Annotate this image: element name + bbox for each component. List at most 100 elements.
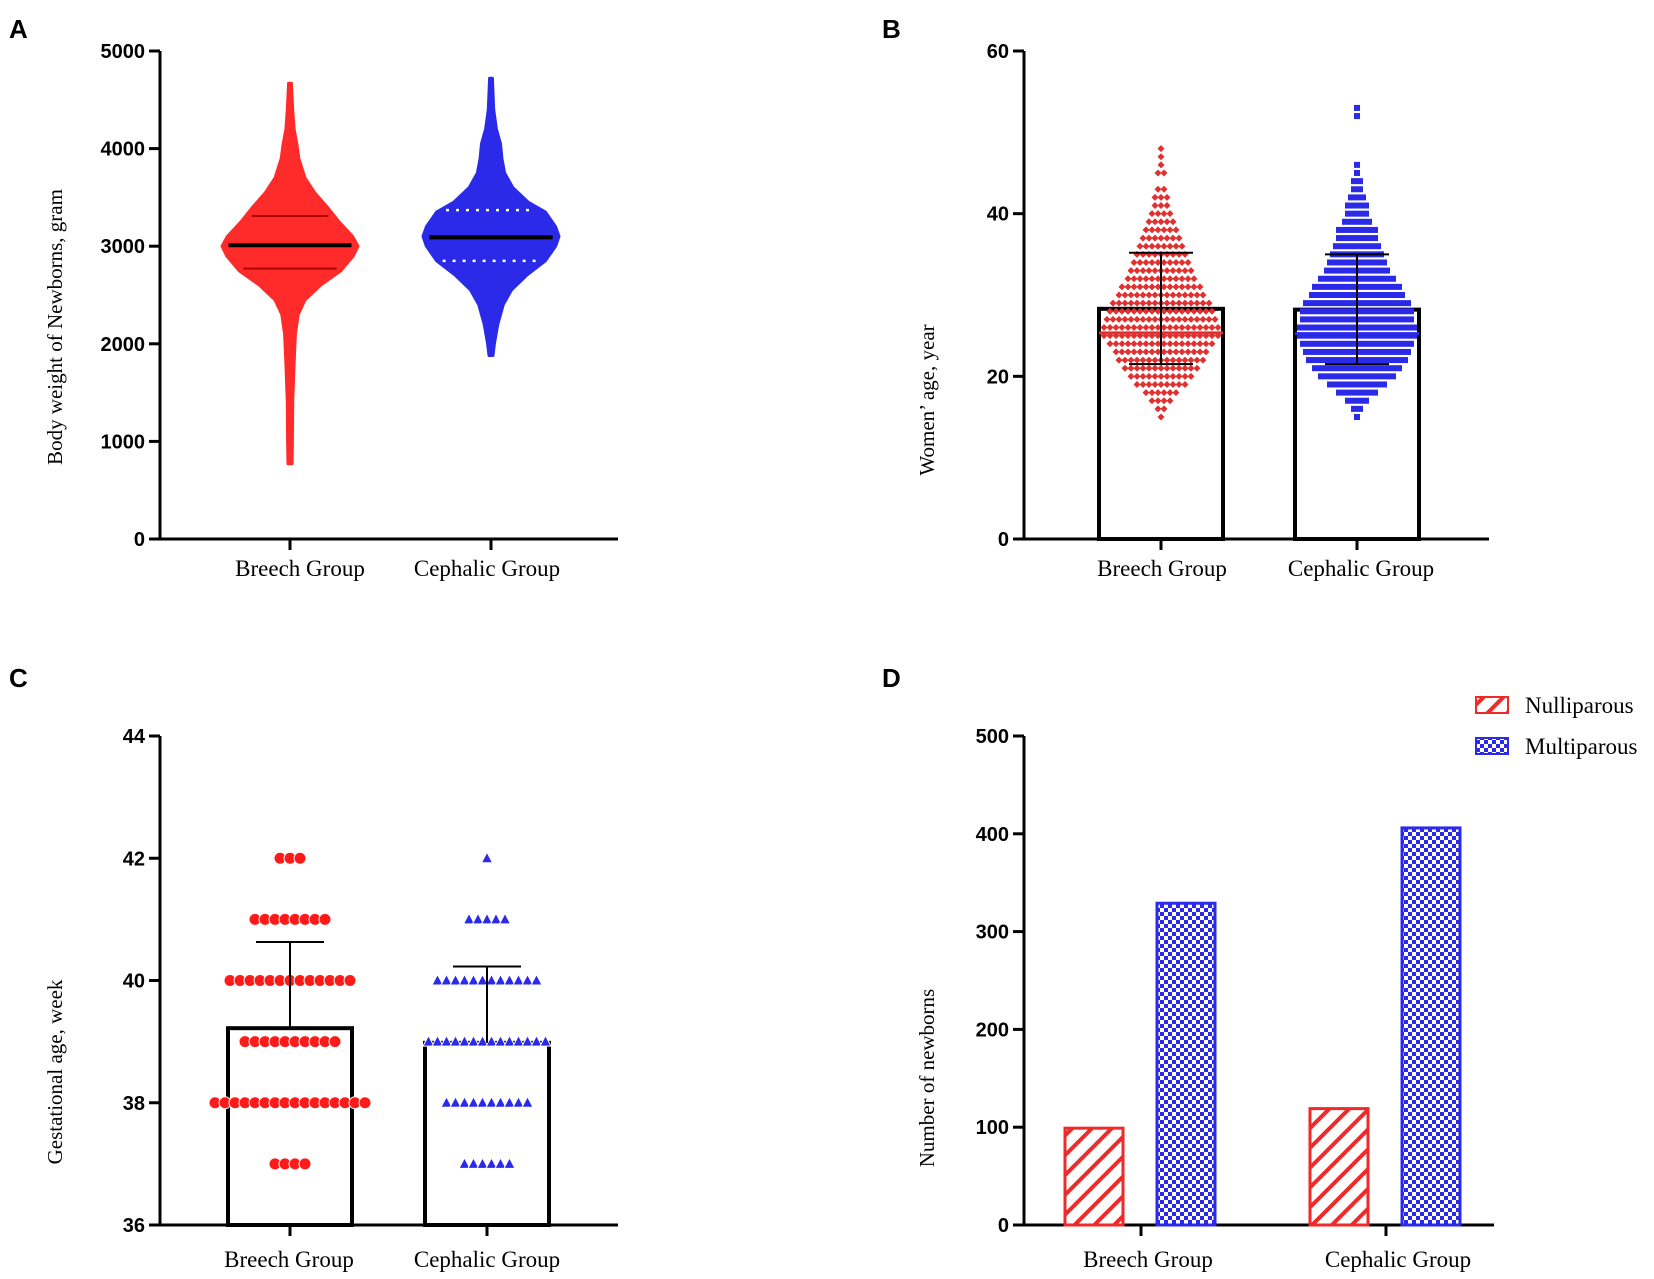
panel-b-dot [1378, 316, 1384, 323]
panel-b-dot [1106, 324, 1114, 332]
panel-b-dot [1136, 340, 1144, 348]
panel-b-dot [1339, 300, 1345, 307]
panel-a-ylabel: Body weight of Newborns, gram [43, 189, 67, 465]
panel-b-dot [1357, 300, 1363, 307]
panel-c-dot [449, 1095, 462, 1108]
panel-b-dot [1127, 291, 1135, 299]
panel-b-dot [1151, 356, 1159, 364]
panel-b-dot [1142, 258, 1150, 266]
panel-b-xlabel-breech: Breech Group [1097, 556, 1227, 581]
panel-b-dot [1133, 380, 1141, 388]
panel-b-dot [1402, 316, 1408, 323]
panel-b-dot [1172, 348, 1180, 356]
panel-a-ytick-label-3000: 3000 [101, 236, 146, 258]
panel-a-ytick-label-5000: 5000 [101, 41, 146, 63]
panel-b-dot [1157, 413, 1165, 421]
panel-b-dot [1360, 365, 1366, 372]
panel-b-dot [1324, 308, 1330, 315]
panel-b-dot [1378, 373, 1384, 380]
panel-b-ytick-label-0: 0 [998, 529, 1009, 551]
panel-b-dot [1175, 356, 1183, 364]
panel-c-dot [458, 1095, 471, 1108]
panel-b-dot [1160, 307, 1168, 315]
panel-b-dot [1348, 275, 1354, 282]
panel-b-dot [1166, 258, 1174, 266]
panel-b-dot [1351, 259, 1357, 266]
panel-b-dot [1369, 292, 1375, 298]
panel-b-dot [1339, 292, 1345, 298]
panel-b-dot [1160, 242, 1168, 250]
panel-b-dot [1354, 365, 1360, 372]
panel-b-dot [1381, 348, 1387, 355]
panel-b-dot [1190, 307, 1198, 315]
panel-b-dot [1330, 308, 1336, 315]
panel-c-dot [485, 1095, 498, 1108]
panel-b-dot [1312, 340, 1318, 347]
panel-b-dot [1169, 356, 1177, 364]
panel-b-dot [1160, 210, 1168, 218]
panel-b-dot [1297, 324, 1303, 331]
panel-b-dot [1145, 372, 1153, 380]
panel-b-dot [1339, 348, 1345, 355]
panel-b-dot [1369, 348, 1375, 355]
panel-b-dot [1127, 299, 1135, 307]
panel-b-dot [1324, 340, 1330, 347]
panel-b-dot [1318, 308, 1324, 315]
panel-b-dot [1115, 315, 1123, 323]
panel-b-dot [1342, 389, 1348, 396]
panel-b-dot [1187, 364, 1195, 372]
panel-b-dot [1345, 397, 1351, 404]
panel-b-dot [1411, 324, 1417, 331]
panel-b-dot [1336, 308, 1342, 315]
panel-b-dot [1342, 267, 1348, 274]
panel-b-dot [1163, 218, 1171, 226]
panel-b-dot [1399, 324, 1405, 331]
panel-b-dot [1354, 235, 1360, 242]
panel-c-dot [485, 973, 498, 986]
panel-b-dot [1336, 235, 1342, 242]
panel-c-dot [440, 1095, 453, 1108]
panel-b-dot [1363, 259, 1369, 266]
panel-b-dot [1396, 365, 1402, 372]
panel-b-dot [1157, 161, 1165, 169]
panel-b-dot [1154, 348, 1162, 356]
panel-b-dot [1190, 348, 1198, 356]
panel-b-dot [1408, 308, 1414, 315]
panel-b-dot [1357, 259, 1363, 266]
panel-b-dot [1151, 364, 1159, 372]
panel-d-ytick-label-500: 500 [976, 726, 1009, 748]
panel-b-dot [1342, 235, 1348, 242]
panel-b-dot [1345, 202, 1351, 209]
panel-b-dot [1309, 300, 1315, 307]
panel-b-dot [1166, 389, 1174, 397]
panel-b-dot [1148, 210, 1156, 218]
panel-b-dot [1342, 365, 1348, 372]
panel-c-bar-0 [226, 1026, 354, 1227]
panel-b-dot [1184, 258, 1192, 266]
panel-b-dot [1405, 332, 1411, 339]
legend-label-multiparous: Multiparous [1525, 734, 1637, 759]
panel-c-dot [539, 1034, 552, 1047]
panel-b-dot [1172, 258, 1180, 266]
panel-c-ylabel: Gestational age, week [43, 979, 67, 1164]
panel-b-dot [1193, 364, 1201, 372]
panel-b-dot [1148, 283, 1156, 291]
panel-b-dot [1333, 332, 1339, 339]
panel-b-dot [1151, 193, 1159, 201]
panel-b-dot [1193, 315, 1201, 323]
panel-b-dot [1375, 292, 1381, 298]
panel-b-dot [1354, 373, 1360, 380]
panel-c-dot [440, 973, 453, 986]
panel-b-dot [1387, 300, 1393, 307]
panel-b-dot [1378, 357, 1384, 364]
panel-b-dot [1375, 332, 1381, 339]
panel-c-dot [462, 912, 476, 925]
panel-c-dot [431, 973, 444, 986]
panel-b-dot [1306, 340, 1312, 347]
panel-b-dot [1372, 235, 1378, 242]
panel-b-dot [1160, 397, 1168, 405]
panel-b-dot [1351, 381, 1357, 388]
panel-c-dot [449, 973, 462, 986]
panel-b-dot [1318, 373, 1324, 380]
panel-b-dot [1154, 324, 1162, 332]
